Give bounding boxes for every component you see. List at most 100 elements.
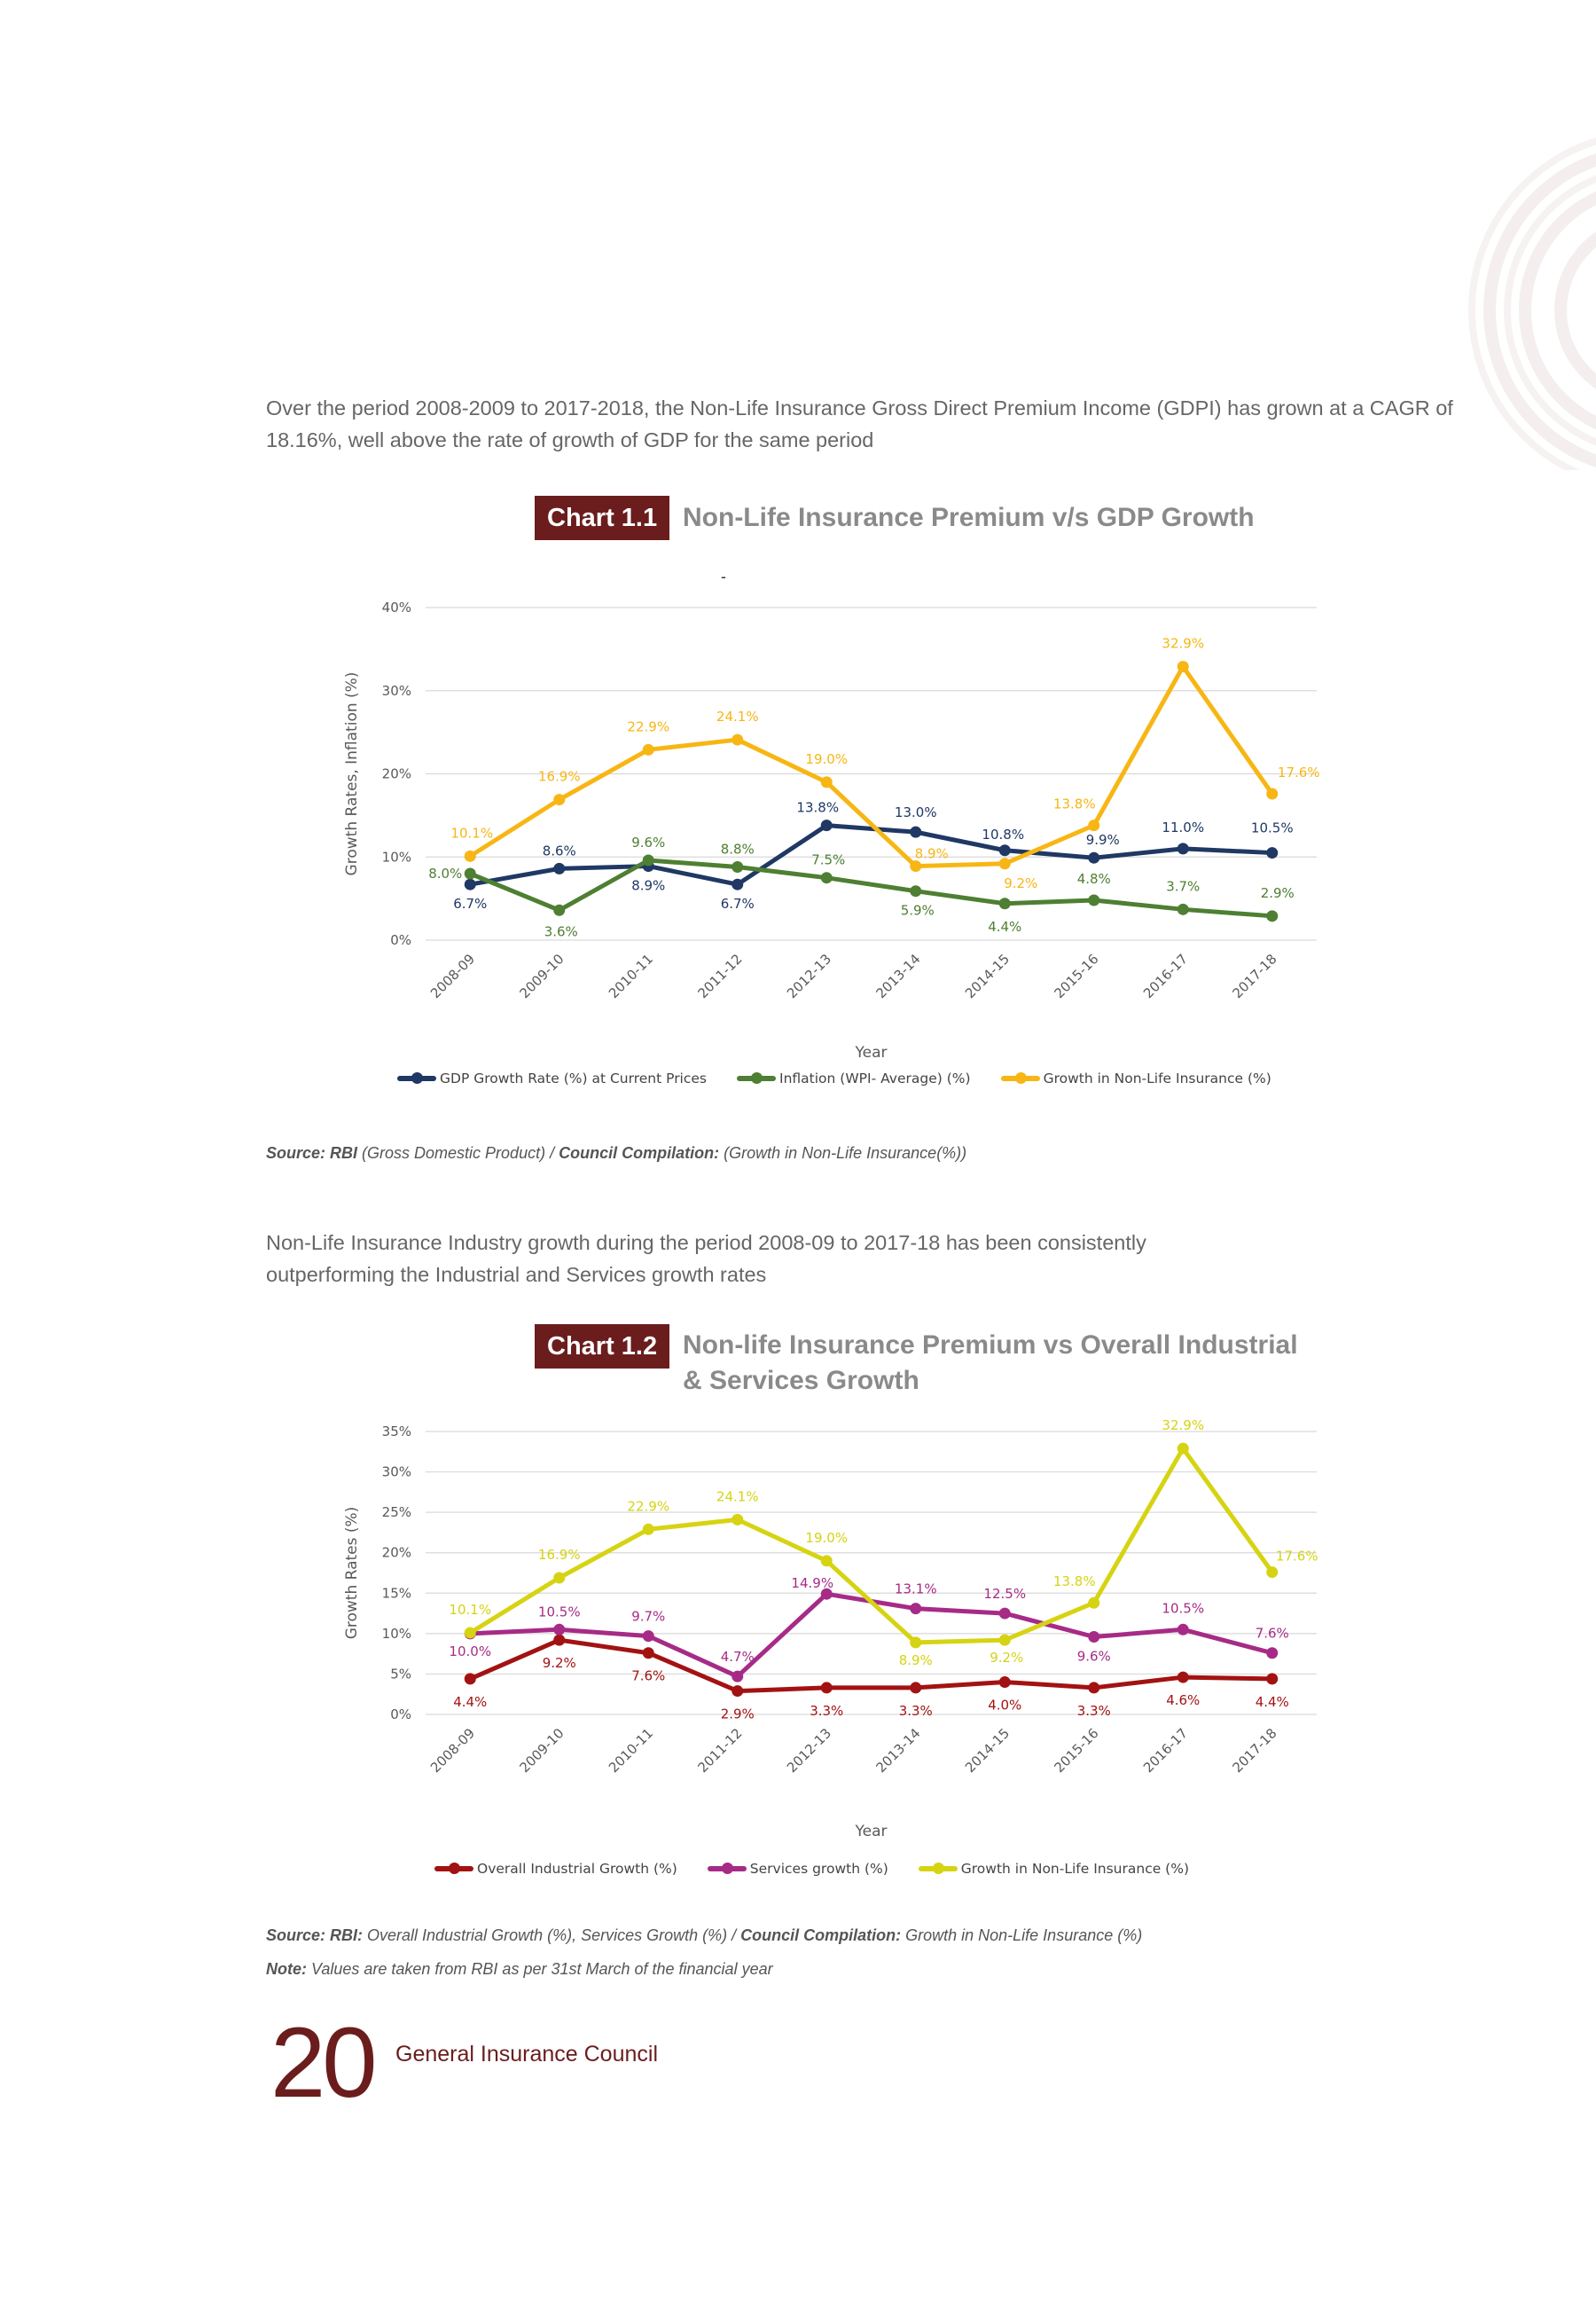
x-tick-label: 2015-16 — [1052, 1725, 1102, 1776]
chart2-legend: Overall Industrial Growth (%) Services gr… — [434, 1861, 1189, 1877]
y-tick-label: 35% — [382, 1424, 411, 1439]
data-label: 9.2% — [1004, 875, 1037, 891]
legend-swatch — [707, 1863, 747, 1874]
y-tick-label: 40% — [382, 600, 411, 616]
data-label: 24.1% — [716, 1488, 759, 1504]
data-point — [553, 1572, 566, 1584]
y-tick-label: 10% — [382, 849, 411, 865]
data-label: 19.0% — [805, 751, 848, 767]
data-label: 19.0% — [805, 1530, 848, 1546]
x-axis-title: Year — [855, 1823, 888, 1840]
x-tick-label: 2009-10 — [517, 951, 567, 1001]
data-label: 10.5% — [538, 1604, 581, 1620]
data-point — [1177, 1442, 1189, 1455]
x-tick-label: 2008-09 — [427, 951, 478, 1001]
data-point — [1177, 903, 1189, 915]
chart2: 0% 5% 10% 15% 20% 25% 30% 35% 2008-09 2009-10 2010… — [319, 1417, 1348, 1843]
data-label: 32.9% — [1162, 636, 1204, 652]
data-point — [642, 1523, 654, 1535]
chart1-legend: GDP Growth Rate (%) at Current Prices Inf… — [397, 1071, 1271, 1086]
data-point — [464, 850, 476, 862]
data-point — [820, 1682, 833, 1694]
x-tick-label: 2009-10 — [517, 1725, 567, 1776]
source2-label1: Source: RBI: — [266, 1926, 364, 1944]
data-label: 3.7% — [1166, 878, 1200, 894]
y-tick-label: 0% — [390, 1706, 411, 1722]
data-label: 6.7% — [453, 896, 487, 912]
data-label: 9.2% — [543, 1655, 576, 1671]
chart1-badge: Chart 1.1 — [535, 496, 670, 540]
source2-text1: Overall Industrial Growth (%), Services … — [363, 1926, 741, 1944]
data-label: 13.0% — [895, 804, 937, 820]
legend-label: GDP Growth Rate (%) at Current Prices — [440, 1071, 708, 1086]
intro-paragraph-2: Non-Life Insurance Industry growth durin… — [266, 1231, 1146, 1286]
x-tick-label: 2017-18 — [1230, 951, 1280, 1001]
legend-item: Growth in Non-Life Insurance (%) — [918, 1861, 1189, 1877]
legend-swatch — [1000, 1072, 1040, 1084]
data-point — [910, 1636, 922, 1649]
legend-item: Overall Industrial Growth (%) — [434, 1861, 677, 1877]
data-label: 7.6% — [1256, 1626, 1289, 1642]
legend-label: Services growth (%) — [749, 1861, 888, 1877]
data-point — [553, 1634, 566, 1646]
footer-title: General Insurance Council — [395, 2042, 658, 2067]
data-point — [1088, 894, 1100, 906]
data-point — [1088, 1596, 1100, 1609]
data-point — [998, 858, 1011, 870]
data-label: 8.0% — [428, 866, 462, 882]
data-point — [820, 776, 833, 788]
data-point — [820, 872, 833, 884]
data-label: 13.8% — [1053, 796, 1096, 812]
series-line — [467, 858, 1275, 919]
y-tick-label: 25% — [382, 1504, 411, 1520]
data-label: 32.9% — [1162, 1417, 1204, 1433]
x-tick-label: 2010-11 — [606, 1725, 656, 1776]
data-label: 16.9% — [538, 1547, 581, 1563]
data-point — [464, 878, 476, 890]
data-point — [910, 1682, 922, 1694]
data-label: 10.1% — [449, 1602, 491, 1618]
data-point — [1177, 1623, 1189, 1635]
legend-swatch — [434, 1863, 473, 1874]
source1-label2: Council Compilation: — [559, 1144, 720, 1162]
x-tick-label: 2016-17 — [1140, 1725, 1191, 1776]
data-label: 10.0% — [449, 1643, 491, 1659]
data-point — [553, 794, 566, 806]
data-point — [1088, 820, 1100, 832]
data-point — [910, 1603, 922, 1615]
data-label: 2.9% — [721, 1706, 755, 1722]
data-label: 10.8% — [982, 827, 1024, 843]
data-point — [1088, 1631, 1100, 1643]
y-tick-label: 0% — [390, 932, 411, 948]
x-tick-label: 2008-09 — [427, 1725, 478, 1776]
data-label: 3.3% — [810, 1703, 843, 1719]
data-point — [642, 1630, 654, 1643]
data-label: 17.6% — [1278, 765, 1320, 780]
data-label: 3.3% — [899, 1703, 933, 1719]
decorative-arcs — [1468, 137, 1596, 470]
legend-label: Inflation (WPI- Average) (%) — [779, 1071, 971, 1086]
data-label: 16.9% — [538, 769, 581, 785]
x-axis-title: Year — [855, 1044, 888, 1062]
legend-swatch — [397, 1072, 436, 1084]
y-tick-label: 5% — [390, 1666, 411, 1682]
chart2-source: Source: RBI: Overall Industrial Growth (… — [266, 1926, 1142, 1945]
data-label: 4.4% — [453, 1694, 487, 1710]
data-label: 17.6% — [1276, 1549, 1318, 1565]
source1-text1: (Gross Domestic Product) / — [357, 1144, 559, 1162]
data-label: 3.3% — [1077, 1703, 1111, 1719]
data-label: 4.6% — [1166, 1692, 1200, 1708]
data-point — [1177, 1671, 1189, 1683]
data-label: 9.6% — [1077, 1649, 1111, 1665]
y-tick-label: 20% — [382, 1545, 411, 1561]
data-label: 9.6% — [631, 835, 665, 851]
source2-label2: Council Compilation: — [740, 1926, 902, 1944]
data-point — [1266, 788, 1279, 800]
data-point — [1266, 910, 1279, 922]
x-tick-label: 2012-13 — [784, 951, 834, 1001]
legend-label: Overall Industrial Growth (%) — [477, 1861, 677, 1877]
legend-swatch — [918, 1863, 958, 1874]
data-point — [820, 820, 833, 832]
data-point — [1177, 843, 1189, 855]
page-number: 20 — [270, 2007, 378, 2118]
